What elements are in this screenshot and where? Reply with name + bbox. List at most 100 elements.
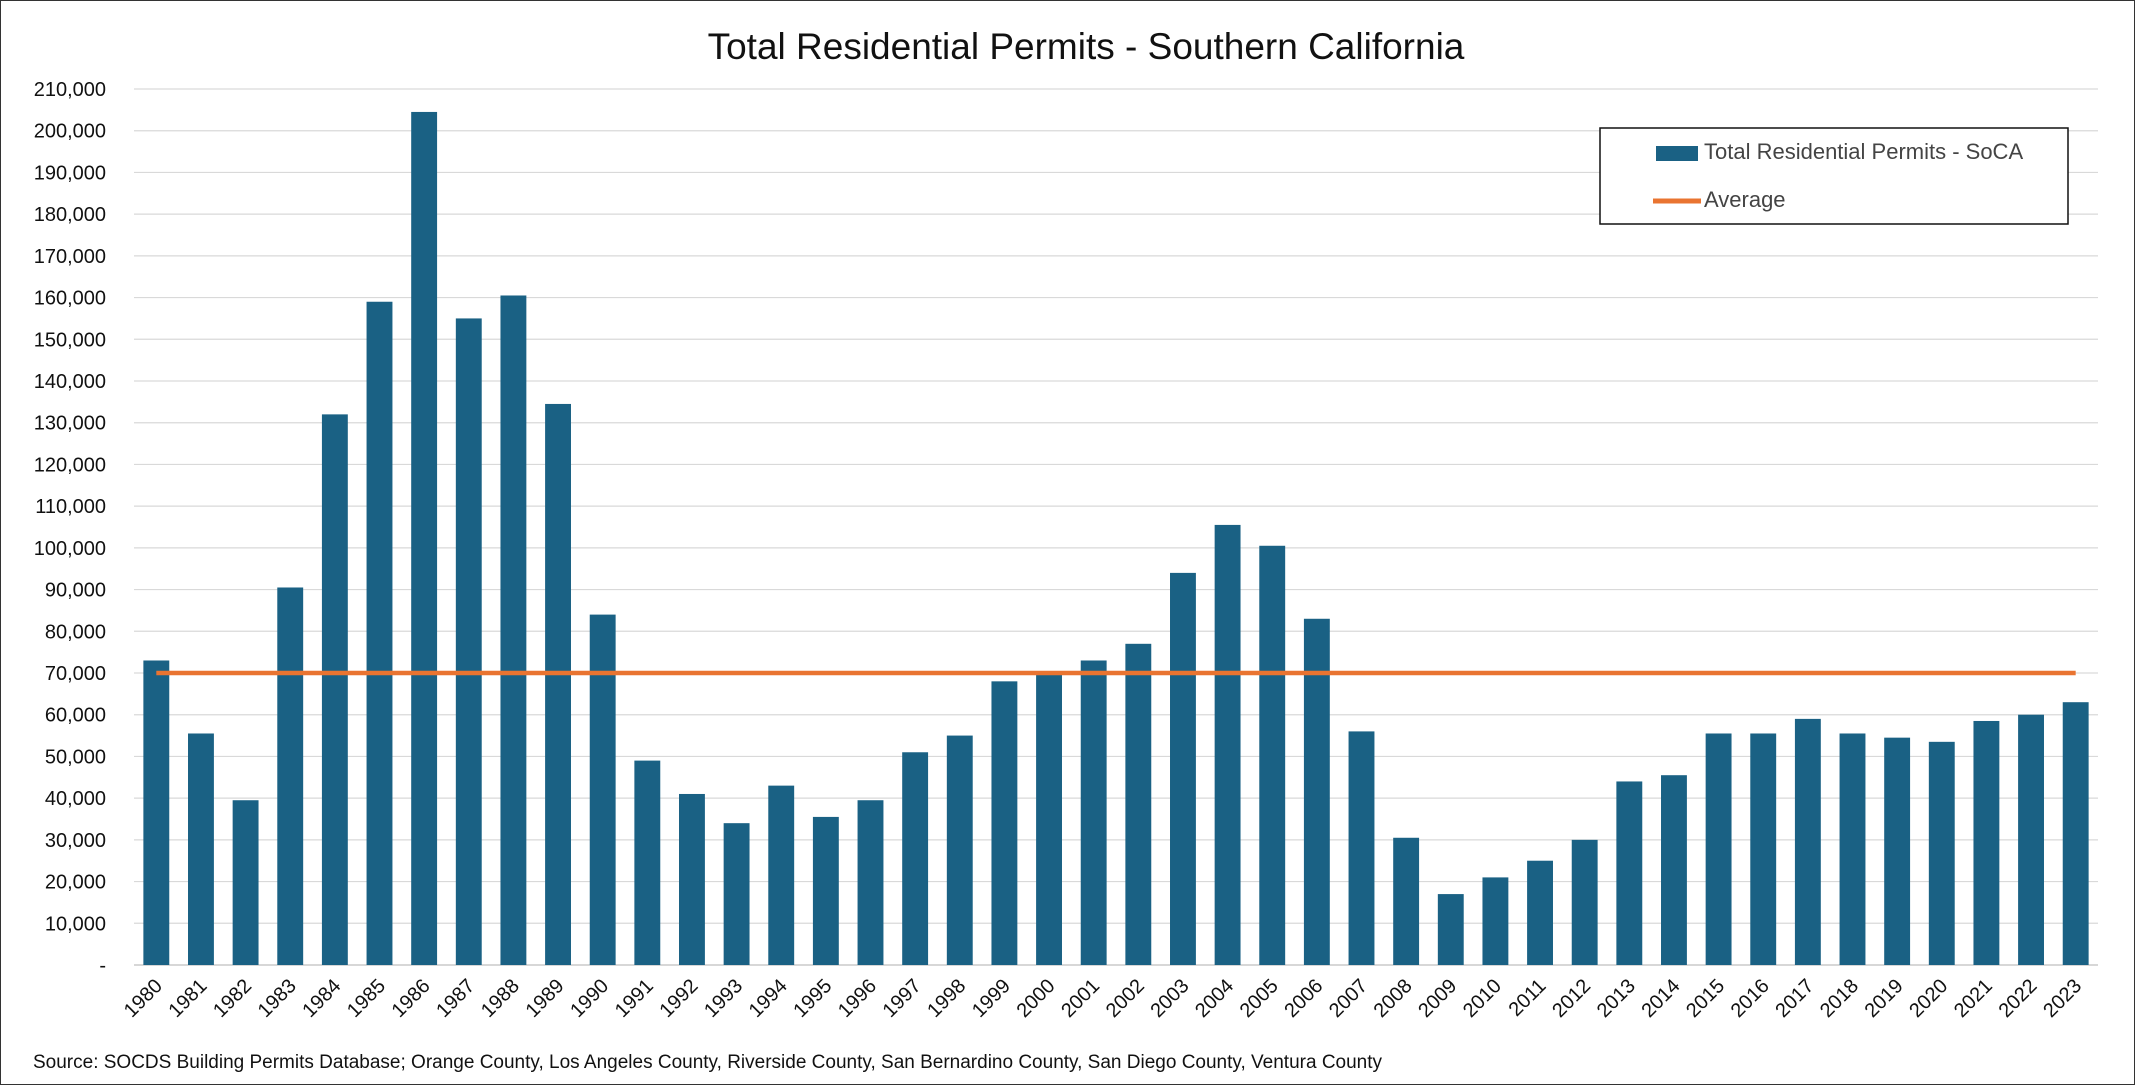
- x-tick-label: 2008: [1370, 975, 1417, 1022]
- x-tick-label: 2020: [1905, 975, 1952, 1022]
- bar: [946, 735, 973, 965]
- bar: [1482, 877, 1509, 965]
- y-tick-label: 20,000: [45, 872, 106, 894]
- x-tick-label: 2007: [1325, 975, 1372, 1022]
- y-tick-label: 10,000: [45, 913, 106, 935]
- y-tick-label: 120,000: [34, 454, 106, 476]
- x-tick-label: 1990: [566, 975, 613, 1022]
- x-tick-label: 1991: [611, 975, 658, 1022]
- bar: [1080, 660, 1107, 965]
- x-tick-label: 1980: [120, 975, 167, 1022]
- x-tick-label: 2012: [1548, 975, 1595, 1022]
- x-tick-label: 2019: [1861, 975, 1908, 1022]
- x-tick-label: 1985: [343, 975, 390, 1022]
- x-tick-label: 1992: [655, 975, 702, 1022]
- x-tick-label: 2000: [1013, 975, 1060, 1022]
- bar: [232, 800, 259, 965]
- y-tick-label: 60,000: [45, 705, 106, 727]
- y-tick-label: 100,000: [34, 538, 106, 560]
- bar: [1170, 572, 1196, 965]
- bar: [366, 301, 393, 965]
- x-tick-label: 2002: [1102, 975, 1149, 1022]
- y-tick-label: 70,000: [45, 663, 106, 685]
- bar: [1036, 673, 1062, 965]
- bar: [902, 752, 929, 965]
- y-tick-label: 90,000: [45, 580, 106, 602]
- x-tick-label: 2015: [1682, 975, 1729, 1022]
- bar: [545, 403, 571, 965]
- bar: [1303, 618, 1330, 965]
- x-tick-label: 1999: [968, 975, 1015, 1022]
- bar: [1259, 545, 1286, 965]
- bar: [812, 816, 839, 965]
- y-tick-label: 40,000: [45, 788, 106, 810]
- bar: [1973, 720, 2000, 965]
- x-tick-label: 2013: [1593, 975, 1640, 1022]
- bar: [500, 295, 527, 965]
- x-tick-label: 1982: [209, 975, 256, 1022]
- bar: [1839, 733, 1866, 965]
- x-tick-label: 1997: [879, 975, 926, 1022]
- x-tick-label: 1987: [432, 975, 479, 1022]
- x-axis-ticks: 1980198119821983198419851986198719881989…: [120, 975, 2086, 1022]
- x-tick-label: 1989: [522, 975, 569, 1022]
- x-tick-label: 2006: [1280, 975, 1327, 1022]
- x-tick-label: 1988: [477, 975, 524, 1022]
- x-tick-label: 2010: [1459, 975, 1506, 1022]
- x-tick-label: 2017: [1771, 975, 1818, 1022]
- bar: [1214, 524, 1241, 965]
- bar: [857, 800, 884, 965]
- y-tick-label: 50,000: [45, 746, 106, 768]
- y-tick-label: 210,000: [34, 79, 106, 101]
- x-tick-label: 1981: [164, 975, 211, 1022]
- y-tick-label: 180,000: [34, 204, 106, 226]
- x-tick-label: 1993: [700, 975, 747, 1022]
- x-tick-label: 1986: [388, 975, 435, 1022]
- x-tick-label: 1998: [923, 975, 970, 1022]
- bar: [188, 733, 214, 965]
- y-tick-label: 30,000: [45, 830, 106, 852]
- bar: [723, 823, 750, 965]
- bar: [1527, 860, 1553, 965]
- bar: [589, 614, 616, 965]
- bar: [277, 587, 304, 965]
- x-tick-label: 2005: [1236, 975, 1283, 1022]
- bar: [1884, 737, 1911, 965]
- x-tick-label: 2014: [1637, 975, 1684, 1022]
- legend-label-bars: Total Residential Permits - SoCA: [1704, 139, 2023, 164]
- bar: [634, 760, 661, 965]
- x-tick-label: 1994: [745, 975, 792, 1022]
- x-tick-label: 2023: [2039, 975, 2086, 1022]
- legend-label-average: Average: [1704, 187, 1786, 212]
- y-tick-label: 80,000: [45, 621, 106, 643]
- x-tick-label: 2011: [1505, 975, 1551, 1021]
- chart-title: Total Residential Permits - Southern Cal…: [708, 26, 1465, 67]
- x-tick-label: 2009: [1414, 975, 1461, 1022]
- y-tick-label: 200,000: [34, 121, 106, 143]
- legend-box: [1599, 127, 2069, 225]
- bar: [1437, 894, 1464, 965]
- bars: [143, 111, 2089, 965]
- bar: [1750, 733, 1777, 965]
- bar: [2062, 702, 2089, 965]
- bar: [1705, 733, 1732, 965]
- y-tick-label: 190,000: [34, 162, 106, 184]
- legend: Total Residential Permits - SoCA Average: [1599, 127, 2069, 225]
- bar: [1571, 839, 1598, 965]
- x-tick-label: 2016: [1727, 975, 1774, 1022]
- x-tick-label: 2021: [1950, 975, 1997, 1022]
- bar: [768, 785, 795, 965]
- source-note: Source: SOCDS Building Permits Database;…: [33, 1052, 1383, 1073]
- y-tick-label: 140,000: [34, 371, 106, 393]
- y-tick-label: 150,000: [34, 329, 106, 351]
- bar: [2018, 714, 2044, 965]
- x-tick-label: 2001: [1057, 975, 1104, 1022]
- x-tick-label: 1995: [789, 975, 836, 1022]
- bar: [321, 414, 348, 965]
- bar: [455, 318, 482, 965]
- bar: [1928, 741, 1955, 965]
- y-tick-label: 170,000: [34, 246, 106, 268]
- bar: [143, 660, 170, 965]
- x-tick-label: 2003: [1146, 975, 1193, 1022]
